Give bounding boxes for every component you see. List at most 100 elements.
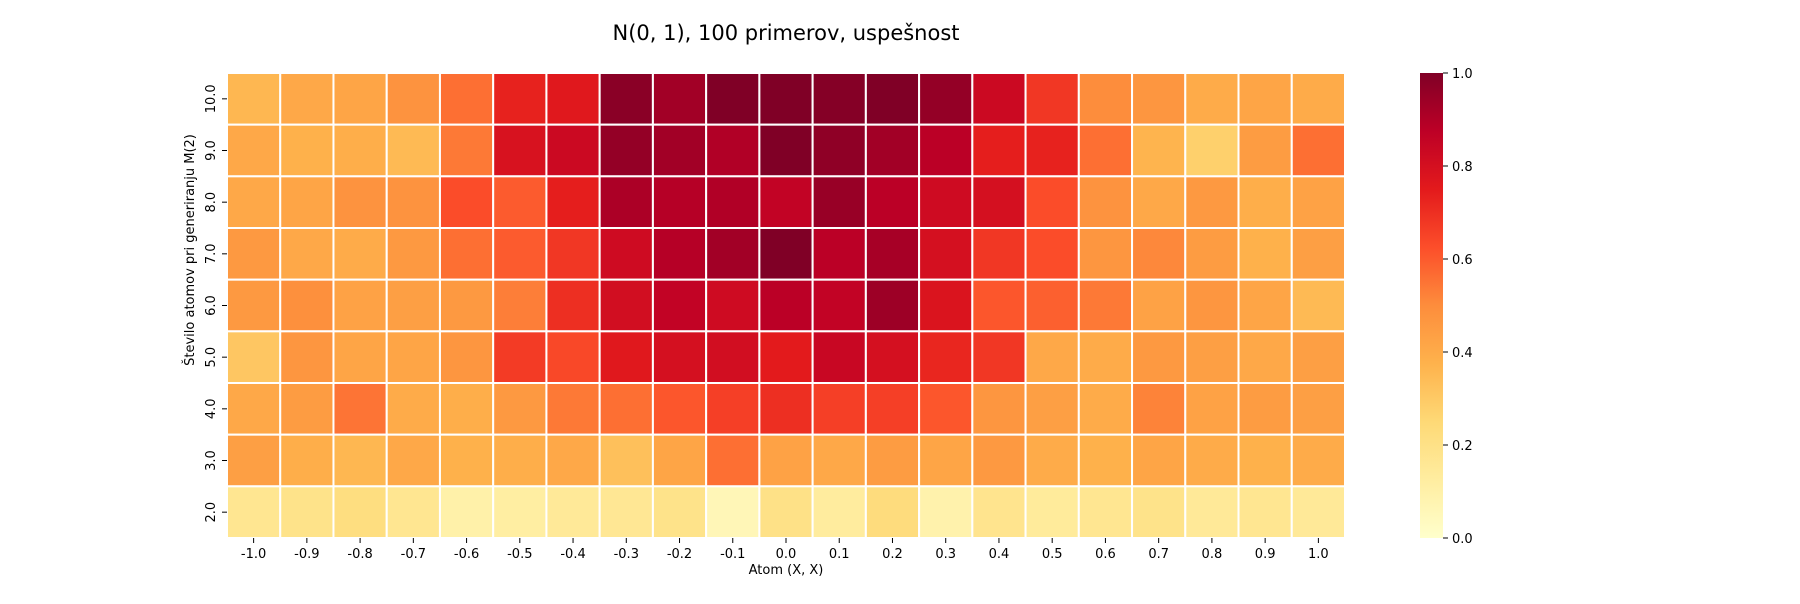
x-tick-label: -0.8	[347, 547, 372, 562]
heatmap-cell	[545, 72, 601, 126]
heatmap-cell	[438, 72, 495, 126]
heatmap-cell	[385, 433, 441, 488]
heatmap-cell	[1077, 278, 1134, 333]
heatmap-cell	[1077, 72, 1134, 126]
x-tick-label: 0.5	[1042, 547, 1063, 562]
heatmap-cell	[226, 382, 282, 436]
colorbar-gradient	[1420, 73, 1443, 538]
heatmap-cell	[1024, 227, 1080, 281]
heatmap-cell	[918, 433, 974, 488]
x-tick-label: 0.2	[882, 547, 903, 562]
heatmap-cell	[1290, 227, 1347, 281]
colorbar-tick-label: 0.6	[1452, 253, 1473, 268]
heatmap-cell	[1184, 330, 1240, 385]
heatmap-cell	[811, 278, 867, 333]
heatmap-cell	[385, 227, 441, 281]
heatmap-cell	[705, 175, 761, 229]
heatmap-cell	[598, 485, 654, 540]
heatmap-cell	[651, 433, 708, 488]
heatmap-cell	[1024, 485, 1080, 540]
x-tick-label: 0.0	[776, 547, 797, 562]
heatmap-cell	[226, 278, 282, 333]
y-tick-label: 2.0	[204, 502, 219, 523]
heatmap-cell	[1237, 382, 1293, 436]
heatmap-cell	[332, 227, 388, 281]
heatmap-cell	[864, 278, 921, 333]
y-axis-label: Število atomov pri generiranju M(2)	[182, 134, 198, 366]
heatmap-cell	[651, 227, 708, 281]
heatmap-cell	[385, 278, 441, 333]
heatmap-cell	[598, 72, 654, 126]
heatmap-cell	[1131, 72, 1187, 126]
heatmap-cell	[1290, 485, 1347, 540]
heatmap-cell	[545, 382, 601, 436]
y-tick-label: 3.0	[204, 450, 219, 471]
heatmap-cell	[598, 123, 654, 178]
heatmap-cell	[1290, 330, 1347, 385]
heatmap-cell	[598, 278, 654, 333]
heatmap-cell	[651, 72, 708, 126]
heatmap-cell	[545, 330, 601, 385]
heatmap-cell	[918, 72, 974, 126]
heatmap-cell	[971, 382, 1027, 436]
heatmap-cell	[279, 123, 335, 178]
heatmap-cell	[1290, 72, 1347, 126]
x-tick-label: -0.6	[454, 547, 479, 562]
heatmap-cell	[385, 330, 441, 385]
heatmap-cell	[705, 433, 761, 488]
heatmap-cell	[492, 175, 548, 229]
x-axis-ticks: -1.0 -0.9 -0.8 -0.7 -0.6 -0.5 -0.4 -0.3 -0.2 -0.1…	[241, 538, 1329, 562]
heatmap-cell	[332, 382, 388, 436]
heatmap-cell	[971, 123, 1027, 178]
heatmap-cell	[492, 382, 548, 436]
heatmap-cell	[492, 123, 548, 178]
heatmap-cell	[279, 227, 335, 281]
heatmap-cell	[226, 72, 282, 126]
heatmap-cell	[971, 227, 1027, 281]
y-tick-label: 6.0	[204, 295, 219, 316]
heatmap-cell	[545, 227, 601, 281]
heatmap-cell	[651, 278, 708, 333]
heatmap-cell	[385, 72, 441, 126]
x-axis-label: Atom (X, X)	[749, 563, 824, 578]
heatmap-cell	[864, 382, 921, 436]
x-tick-label: 0.1	[829, 547, 850, 562]
heatmap-cell	[438, 330, 495, 385]
heatmap-cell	[1077, 433, 1134, 488]
heatmap-cell	[971, 485, 1027, 540]
heatmap-cell	[438, 278, 495, 333]
heatmap-cell	[864, 433, 921, 488]
heatmap-cell	[385, 123, 441, 178]
heatmap-cell	[758, 330, 814, 385]
heatmap-cell	[1077, 227, 1134, 281]
heatmap-cell	[651, 330, 708, 385]
heatmap-cell	[1024, 72, 1080, 126]
x-tick-label: -0.7	[401, 547, 426, 562]
heatmap-cell	[651, 382, 708, 436]
y-axis-ticks: 10.0 9.0 8.0 7.0 6.0 5.0 4.0 3.0 2.0	[204, 84, 227, 523]
heatmap-cell	[545, 433, 601, 488]
x-tick-label: 0.4	[989, 547, 1010, 562]
heatmap-cell	[918, 330, 974, 385]
heatmap-cell	[811, 227, 867, 281]
heatmap-cell	[864, 227, 921, 281]
x-tick-label: 0.7	[1148, 547, 1169, 562]
x-tick-label: -0.2	[667, 547, 692, 562]
heatmap-cell	[1184, 382, 1240, 436]
y-tick-label: 4.0	[204, 398, 219, 419]
chart-title: N(0, 1), 100 primerov, uspešnost	[612, 21, 959, 45]
heatmap-cell	[864, 72, 921, 126]
heatmap-cell	[1184, 175, 1240, 229]
heatmap-cell	[332, 330, 388, 385]
heatmap-cell	[332, 72, 388, 126]
x-tick-label: -0.4	[560, 547, 585, 562]
heatmap-cell	[492, 72, 548, 126]
heatmap-cell	[438, 175, 495, 229]
heatmap-cell	[279, 278, 335, 333]
heatmap-cell	[1237, 485, 1293, 540]
heatmap-cell	[438, 485, 495, 540]
heatmap-cell	[651, 123, 708, 178]
heatmap-cell	[1237, 330, 1293, 385]
heatmap-cell	[758, 382, 814, 436]
heatmap-cell	[1290, 433, 1347, 488]
